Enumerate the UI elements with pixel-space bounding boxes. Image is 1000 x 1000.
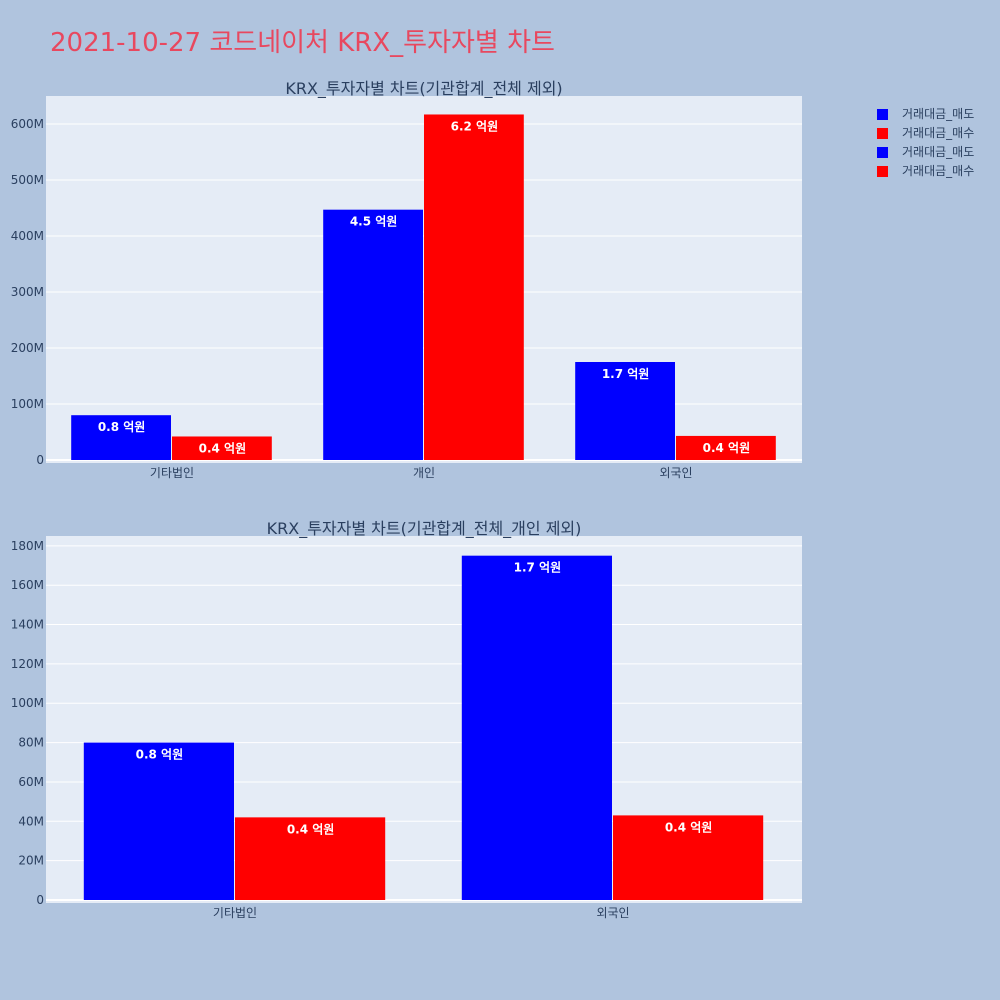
- chart-title: KRX_투자자별 차트(기관합계_전체 제외): [285, 79, 562, 99]
- y-tick-label: 0: [36, 893, 44, 907]
- y-tick-label: 0: [36, 453, 44, 467]
- bar: [83, 742, 234, 900]
- x-tick-label: 기타법인: [150, 466, 194, 480]
- y-tick-label: 180M: [11, 539, 44, 553]
- y-tick-label: 300M: [11, 285, 44, 299]
- bar-value-label: 0.8 억원: [136, 748, 184, 762]
- bar-value-label: 0.4 억원: [287, 822, 335, 836]
- y-tick-label: 100M: [11, 696, 44, 710]
- y-tick-label: 500M: [11, 173, 44, 187]
- y-tick-label: 80M: [18, 736, 44, 750]
- legend-item: 거래대금_매수: [902, 164, 974, 178]
- bar: [575, 362, 675, 460]
- y-tick-label: 100M: [11, 397, 44, 411]
- bar: [424, 114, 524, 460]
- y-tick-label: 160M: [11, 578, 44, 592]
- y-tick-label: 20M: [18, 854, 44, 868]
- y-tick-label: 40M: [18, 814, 44, 828]
- bar-value-label: 0.8 억원: [98, 420, 146, 434]
- legend-item: 거래대금_매수: [902, 126, 974, 140]
- y-tick-label: 120M: [11, 657, 44, 671]
- y-tick-label: 200M: [11, 341, 44, 355]
- chart-title: KRX_투자자별 차트(기관합계_전체_개인 제외): [267, 519, 582, 539]
- bar: [461, 555, 612, 900]
- legend-item: 거래대금_매도: [902, 107, 974, 121]
- bar: [172, 436, 272, 460]
- legend-item: 거래대금_매도: [902, 145, 974, 159]
- bar: [613, 815, 764, 900]
- x-tick-label: 개인: [413, 466, 435, 480]
- bar: [71, 415, 171, 460]
- x-tick-label: 외국인: [596, 906, 629, 920]
- legend-swatch: [877, 109, 888, 120]
- y-tick-label: 400M: [11, 229, 44, 243]
- bar-value-label: 0.4 억원: [199, 441, 247, 455]
- y-tick-label: 140M: [11, 618, 44, 632]
- bar: [323, 209, 423, 460]
- bar-value-label: 0.4 억원: [665, 820, 713, 834]
- y-tick-label: 60M: [18, 775, 44, 789]
- legend-swatch: [877, 128, 888, 139]
- x-tick-label: 기타법인: [213, 906, 257, 920]
- legend-swatch: [877, 166, 888, 177]
- bar-value-label: 4.5 억원: [350, 215, 398, 229]
- bar-value-label: 1.7 억원: [514, 561, 562, 575]
- legend-swatch: [877, 147, 888, 158]
- x-tick-label: 외국인: [659, 466, 692, 480]
- bar-value-label: 1.7 억원: [602, 367, 650, 381]
- bar: [235, 817, 386, 900]
- bar-value-label: 6.2 억원: [451, 119, 499, 133]
- y-tick-label: 600M: [11, 117, 44, 131]
- bar: [676, 435, 776, 460]
- page-title: 2021-10-27 코드네이처 KRX_투자자별 차트: [50, 28, 555, 58]
- bar-value-label: 0.4 억원: [703, 441, 751, 455]
